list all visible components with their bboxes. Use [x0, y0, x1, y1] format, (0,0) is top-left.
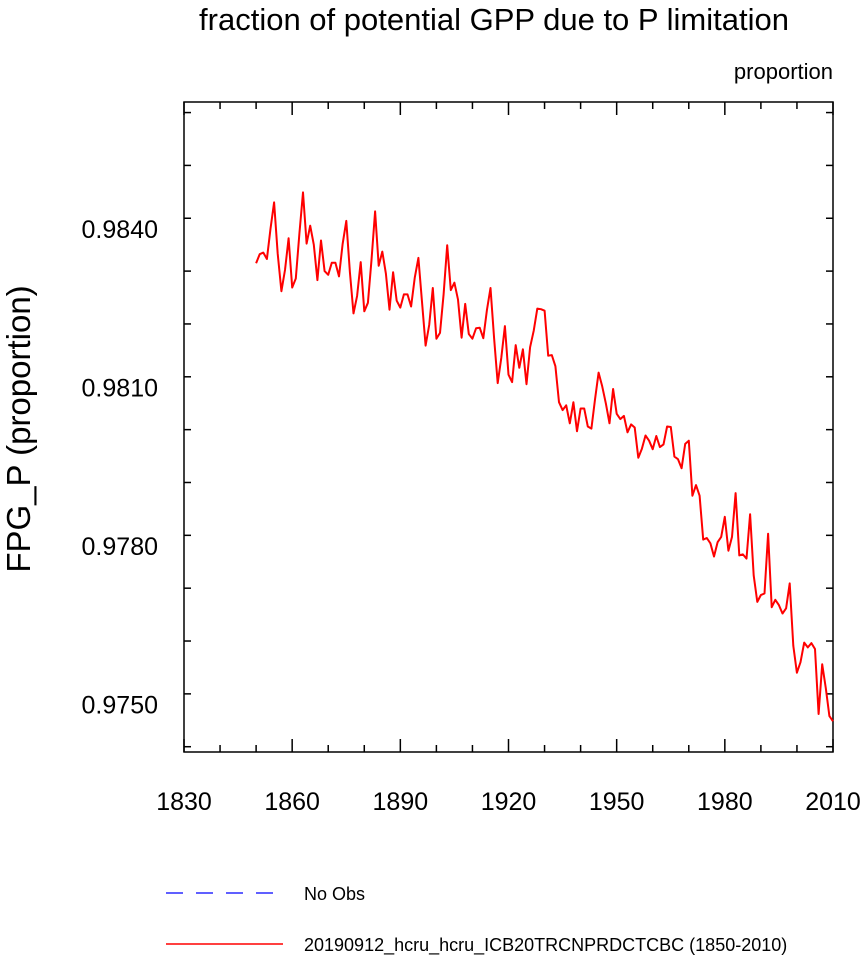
- x-tick-label: 1950: [589, 788, 645, 816]
- y-tick-label: 0.9750: [82, 691, 158, 719]
- x-tick-labels: 1830 1860 1890 1920 1950 1980 2010: [156, 788, 861, 816]
- x-tick-label: 1980: [697, 788, 753, 816]
- plot-frame: [183, 101, 834, 753]
- legend-label-model: 20190912_hcru_hcru_ICB20TRCNPRDCTCBC (18…: [304, 935, 787, 956]
- units-label: proportion: [734, 59, 833, 84]
- x-tick-label: 1890: [373, 788, 429, 816]
- y-tick-label: 0.9840: [82, 216, 158, 244]
- chart-title: fraction of potential GPP due to P limit…: [199, 2, 789, 37]
- y-axis-label: FPG_P (proportion): [0, 285, 37, 572]
- legend: No Obs 20190912_hcru_hcru_ICB20TRCNPRDCT…: [166, 884, 787, 956]
- x-tick-label: 1920: [481, 788, 537, 816]
- y-tick-labels: 0.9750 0.9780 0.9810 0.9840: [82, 216, 158, 720]
- x-tick-label: 2010: [805, 788, 861, 816]
- y-tick-label: 0.9810: [82, 374, 158, 402]
- x-tick-label: 1860: [264, 788, 320, 816]
- series-line: [255, 191, 834, 722]
- x-tick-label: 1830: [156, 788, 212, 816]
- y-tick-label: 0.9780: [82, 533, 158, 561]
- axis-ticks: [183, 102, 834, 752]
- legend-label-no-obs: No Obs: [304, 884, 365, 904]
